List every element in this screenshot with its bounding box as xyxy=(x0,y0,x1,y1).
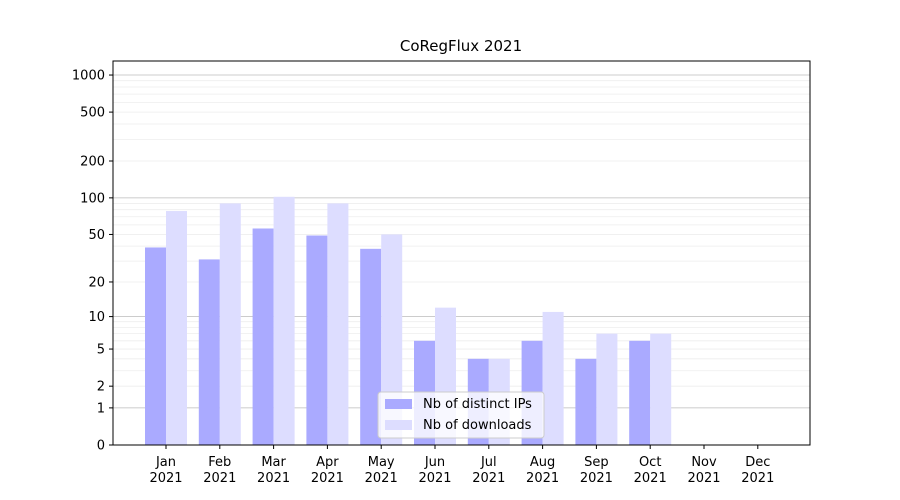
bar-distinct-ips xyxy=(629,340,651,445)
bar-distinct-ips xyxy=(306,235,328,445)
legend-swatch-distinct-ips xyxy=(385,399,412,409)
legend-label-downloads: Nb of downloads xyxy=(423,418,532,433)
x-tick-label: Feb 2021 xyxy=(203,455,236,486)
y-tick-label: 200 xyxy=(80,155,105,170)
x-tick-label: Jan 2021 xyxy=(149,455,182,486)
x-tick-label: May 2021 xyxy=(365,455,398,486)
x-tick-label: Sep 2021 xyxy=(580,455,613,486)
y-tick-label: 1000 xyxy=(72,69,105,84)
plot-frame xyxy=(112,60,811,446)
y-tick-label: 2 xyxy=(97,380,105,395)
y-tick-label: 5 xyxy=(97,343,105,358)
bar-downloads xyxy=(650,333,672,445)
bar-distinct-ips xyxy=(198,259,220,445)
bar-downloads xyxy=(542,311,564,445)
y-tick-label: 50 xyxy=(88,228,105,243)
bar-distinct-ips xyxy=(145,247,166,445)
x-tick-label: Jul 2021 xyxy=(472,455,505,486)
x-tick-label: Jun 2021 xyxy=(418,455,451,486)
x-tick-label: Apr 2021 xyxy=(311,455,344,486)
bar-downloads xyxy=(327,203,349,445)
bar-distinct-ips xyxy=(252,228,274,445)
chart-title: CoRegFlux 2021 xyxy=(400,37,522,55)
bar-downloads xyxy=(219,203,241,445)
bar-downloads xyxy=(273,196,295,445)
x-tick-label: Oct 2021 xyxy=(634,455,667,486)
x-tick-label: Aug 2021 xyxy=(526,455,559,486)
y-tick-label: 100 xyxy=(80,191,105,206)
bar-downloads xyxy=(166,211,187,445)
y-tick-label: 0 xyxy=(97,439,105,454)
y-tick-label: 10 xyxy=(88,310,105,325)
y-tick-label: 20 xyxy=(88,275,105,290)
bar-distinct-ips xyxy=(575,358,597,445)
legend-swatch-downloads xyxy=(385,420,412,430)
ticks-layer: 0 1 2 5 10 20 50 100 200 500 1000 Jan 2021 Feb 2021 Mar… xyxy=(72,69,774,486)
legend-box xyxy=(377,391,545,439)
x-tick-label: Mar 2021 xyxy=(257,455,290,486)
y-tick-label: 1 xyxy=(97,401,105,416)
x-tick-label: Dec 2021 xyxy=(741,455,774,486)
bar-downloads xyxy=(596,333,618,445)
legend-label-distinct-ips: Nb of distinct IPs xyxy=(423,397,532,412)
y-tick-label: 500 xyxy=(80,106,105,121)
x-tick-label: Nov 2021 xyxy=(687,455,720,486)
bar-distinct-ips xyxy=(360,248,382,445)
legend: Nb of distinct IPs Nb of downloads xyxy=(377,391,545,439)
